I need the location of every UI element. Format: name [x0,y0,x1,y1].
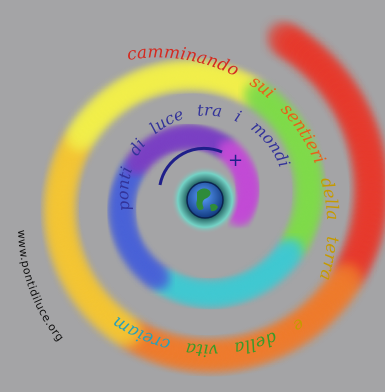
rainbow-spiral [46,21,385,371]
cross-mark: + [228,150,243,171]
blue-arc [158,146,223,186]
earth-globe-icon [171,166,239,234]
